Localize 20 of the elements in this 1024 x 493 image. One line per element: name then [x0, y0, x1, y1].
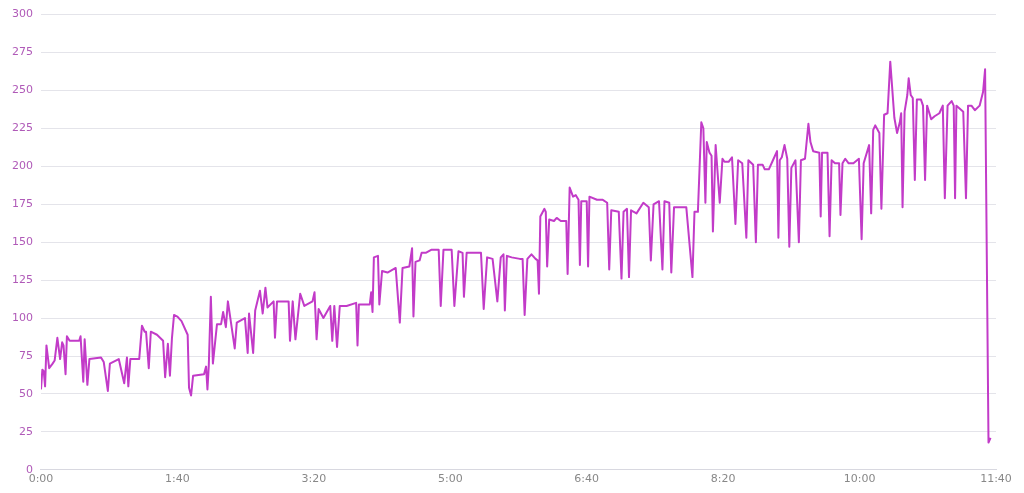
y-tick-label: 25 — [19, 424, 33, 438]
y-tick-label: 150 — [12, 235, 33, 249]
x-tick-label: 11:40 — [980, 472, 1012, 486]
x-tick-label: 1:40 — [165, 472, 190, 486]
x-tick-label: 6:40 — [574, 472, 600, 486]
x-tick-label: 10:00 — [843, 472, 876, 486]
x-tick-label: 0:00 — [28, 472, 54, 486]
x-tick-label: 8:20 — [710, 472, 736, 486]
x-tick-label: 3:20 — [301, 472, 327, 486]
y-tick-label: 125 — [12, 272, 33, 286]
y-tick-label: 250 — [12, 83, 33, 97]
y-tick-label: 225 — [12, 121, 33, 135]
y-tick-label: 200 — [12, 159, 33, 173]
y-tick-label: 175 — [12, 197, 33, 211]
y-tick-label: 75 — [19, 348, 33, 362]
y-tick-label: 100 — [12, 310, 33, 324]
y-tick-label: 300 — [12, 7, 33, 21]
x-tick-label: 5:00 — [437, 472, 463, 486]
y-tick-label: 275 — [12, 45, 33, 59]
y-tick-label: 50 — [19, 386, 33, 400]
